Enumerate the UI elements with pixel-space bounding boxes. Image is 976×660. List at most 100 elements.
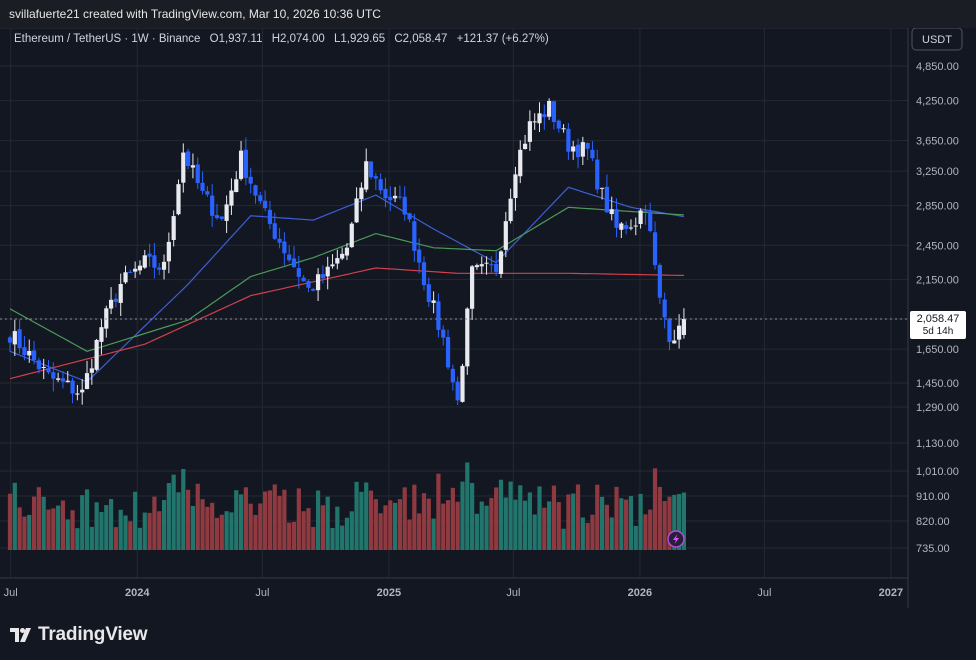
candle-body	[282, 241, 287, 254]
price-tick-label: 1,010.00	[916, 466, 959, 478]
candle-body	[551, 101, 557, 122]
candle-body	[590, 149, 595, 159]
candle-body	[118, 283, 123, 303]
candle-body	[320, 274, 325, 279]
volume-bar	[585, 522, 590, 550]
candle-body	[648, 211, 653, 232]
volume-bar	[518, 485, 523, 550]
volume-bar	[599, 496, 605, 550]
candle-body	[315, 274, 321, 291]
volume-bar	[94, 502, 99, 550]
candle-body	[498, 251, 504, 274]
volume-bar	[133, 491, 138, 550]
volume-bar	[108, 498, 114, 550]
volume-bar	[354, 481, 359, 550]
candle-body	[522, 143, 528, 150]
moving-averages	[9, 186, 684, 383]
candle-body	[599, 187, 605, 189]
volume-bar	[301, 511, 306, 550]
candle-body	[340, 253, 345, 259]
candle-body	[373, 176, 378, 179]
candle-body	[238, 150, 244, 179]
volume-bar	[527, 492, 532, 550]
volume-bar	[364, 482, 369, 550]
last-price-label: 2,058.47	[917, 313, 960, 325]
volume-bar	[470, 482, 475, 550]
candle-body	[31, 350, 37, 361]
candle-body	[104, 308, 109, 329]
volume-bar	[104, 505, 109, 550]
candle-body	[484, 262, 489, 264]
price-axis[interactable]: 5,600.004,850.004,250.003,650.003,250.00…	[916, 23, 959, 555]
volume-bar	[498, 479, 504, 550]
candle-body	[17, 329, 22, 349]
volume-bar	[412, 484, 417, 550]
candle-body	[186, 151, 191, 166]
price-tick-label: 1,130.00	[916, 438, 959, 450]
volume-bar	[31, 496, 37, 550]
candle-body	[176, 184, 181, 215]
legend-symbol: Ethereum / TetherUS · 1W · Binance	[14, 33, 200, 45]
symbol-legend: Ethereum / TetherUS · 1W · Binance O1,93…	[14, 33, 549, 45]
time-tick-label: Jul	[255, 587, 269, 599]
candle-body	[80, 389, 85, 393]
time-tick-label: Jul	[506, 587, 520, 599]
flash-icon[interactable]	[667, 530, 685, 548]
volume-bar	[157, 511, 162, 550]
candle-body	[508, 198, 513, 222]
time-tick-label: Jul	[4, 587, 18, 599]
volume-bar	[561, 528, 566, 550]
volume-bar	[56, 505, 61, 550]
last-price-tag: 2,058.47 5d 14h	[910, 311, 966, 340]
candlestick-chart[interactable]: 5,600.004,850.004,250.003,650.003,250.00…	[0, 23, 976, 608]
price-tick-label: 3,250.00	[916, 166, 959, 178]
candle-body	[128, 271, 133, 273]
volume-bar	[359, 491, 364, 550]
volume-bar	[51, 508, 56, 550]
candle-body	[267, 209, 273, 224]
attribution-bar: svillafuerte21 created with TradingView.…	[0, 0, 976, 28]
candle-body	[229, 190, 234, 206]
volume-bar	[224, 511, 229, 550]
volume-bar	[7, 493, 13, 550]
volume-bar	[291, 521, 297, 550]
time-axis[interactable]: Jul 2024 Jul 2025 Jul 2026 Jul 2027	[4, 587, 903, 599]
candle-body	[51, 372, 56, 379]
candle-body	[142, 255, 147, 268]
tradingview-logo[interactable]: TradingView	[10, 624, 148, 646]
candle-body	[633, 225, 638, 227]
price-tick-label: 4,850.00	[916, 61, 959, 73]
candle-body	[580, 142, 585, 157]
candle-body	[200, 182, 205, 191]
candle-body	[652, 232, 658, 266]
chart-area[interactable]: 5,600.004,850.004,250.003,650.003,250.00…	[0, 23, 976, 608]
candle-body	[441, 329, 446, 338]
candle-body	[263, 200, 268, 209]
volume-bars	[7, 462, 687, 550]
price-tick-label: 1,450.00	[916, 378, 959, 390]
volume-bar	[677, 494, 682, 550]
price-tick-label: 1,650.00	[916, 344, 959, 356]
volume-bar	[667, 496, 672, 550]
currency-button[interactable]: USDT	[911, 27, 963, 51]
volume-bar	[566, 494, 571, 550]
volume-bar	[99, 512, 104, 550]
candle-body	[575, 144, 581, 158]
volume-bar	[532, 514, 537, 550]
volume-bar	[219, 514, 224, 550]
candle-body	[445, 337, 451, 368]
volume-bar	[287, 522, 292, 550]
volume-bar	[200, 499, 205, 550]
candle-body	[190, 165, 196, 168]
candle-body	[70, 380, 75, 394]
volume-bar	[128, 521, 133, 550]
volume-bar	[614, 486, 619, 550]
candle-body	[65, 380, 70, 383]
candle-body	[306, 281, 311, 288]
volume-bar	[27, 514, 32, 550]
time-tick-label: 2025	[377, 587, 401, 599]
candle-body	[657, 264, 662, 298]
volume-bar	[113, 527, 119, 550]
candle-body	[537, 113, 542, 124]
candle-body	[99, 327, 104, 342]
